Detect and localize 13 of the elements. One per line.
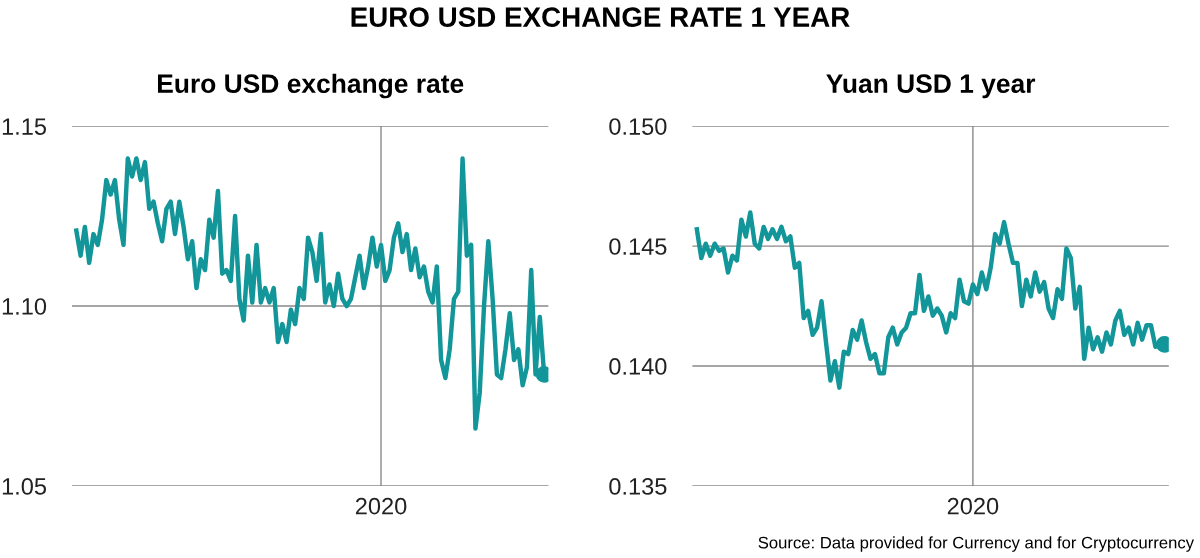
y-tick-label: 1.05 bbox=[2, 478, 47, 495]
x-tick-label: 2020 bbox=[355, 497, 407, 515]
y-tick-label: 0.135 bbox=[609, 478, 667, 495]
text: EURO USD EXCHANGE RATE 1 YEAR bbox=[351, 7, 850, 27]
y-tick-label: 0.145 bbox=[609, 238, 667, 255]
x-tick-label: 2020 bbox=[947, 497, 999, 515]
y-tick-label: 0.150 bbox=[609, 118, 667, 135]
y-tick-label: 1.15 bbox=[2, 118, 47, 135]
chart-title: Euro USD exchange rate bbox=[157, 73, 464, 99]
source-note: Source: Data provided for Currency and for Cryptocurrency bbox=[758, 536, 1194, 552]
y-tick-label: 1.10 bbox=[2, 298, 47, 315]
chart-title: Yuan USD 1 year bbox=[826, 74, 1036, 99]
y-tick-label: 0.140 bbox=[609, 358, 667, 375]
